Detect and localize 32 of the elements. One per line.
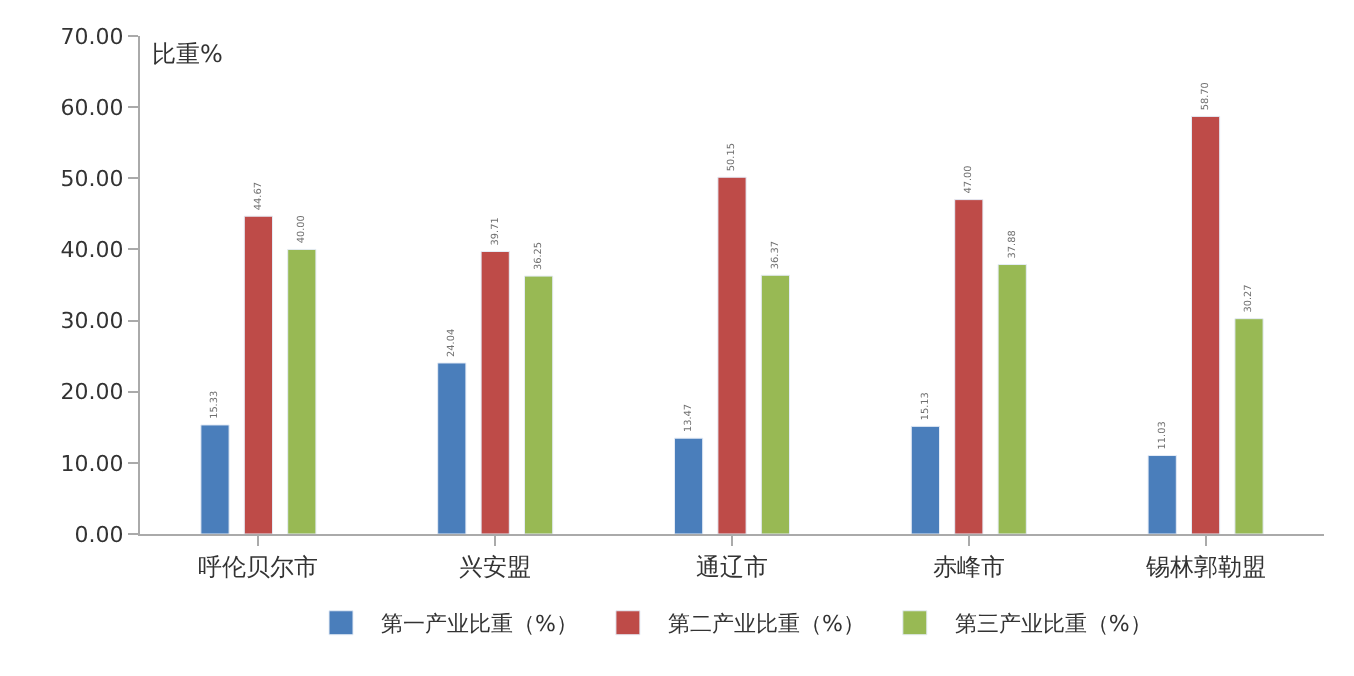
y-tick-label: 40.00 [60, 237, 124, 264]
y-tick-label: 10.00 [60, 450, 124, 477]
x-tick-label: 兴安盟 [459, 552, 532, 581]
x-tick-label: 赤峰市 [932, 552, 1005, 581]
bar [524, 275, 554, 534]
x-tick-label: 锡林郭勒盟 [1143, 552, 1266, 581]
y-axis-title: 比重% [152, 40, 223, 68]
bar [200, 424, 230, 534]
bar [1191, 115, 1221, 534]
bar [910, 425, 940, 534]
legend-label: 第二产业比重（%） [667, 611, 865, 638]
bar [1147, 455, 1177, 534]
y-tick-label: 20.00 [60, 379, 124, 406]
bar [717, 176, 747, 534]
bar [480, 251, 510, 534]
x-tick-label: 通辽市 [696, 552, 768, 581]
x-tick-label: 呼伦贝尔市 [198, 552, 319, 581]
bar [243, 215, 273, 534]
bar [760, 274, 791, 534]
bar [997, 264, 1027, 534]
y-tick-label: 30.00 [60, 308, 124, 335]
y-tick-label: 70.00 [60, 23, 124, 50]
y-tick-label: 60.00 [60, 94, 124, 121]
y-tick-label: 0.00 [74, 521, 124, 548]
y-tick-label: 50.00 [60, 165, 124, 192]
legend-label: 第三产业比重（%） [954, 611, 1152, 638]
bar [1234, 318, 1264, 534]
bar [954, 199, 984, 534]
legend-label: 第一产业比重（%） [381, 611, 578, 638]
bar [437, 362, 467, 534]
bar [673, 437, 704, 534]
bar [287, 248, 317, 534]
